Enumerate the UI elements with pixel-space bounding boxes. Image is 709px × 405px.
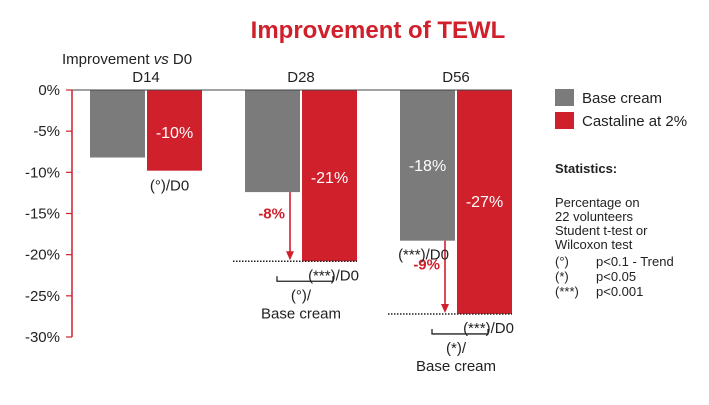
legend-label-castaline: Castaline at 2% [582, 113, 687, 130]
y-tick-label: 0% [38, 82, 60, 99]
statistics-key-symbol: (***) [555, 284, 579, 299]
legend: Base cream Castaline at 2% [555, 89, 687, 130]
y-ticks: 0% -5% -10% -15% -20% -25% -30% [25, 82, 72, 346]
y-tick-label: -25% [25, 288, 60, 305]
vs-base-label: Base cream [416, 358, 496, 375]
bar-base-cream [245, 90, 300, 193]
legend-swatch-castaline [555, 112, 574, 129]
statistics-key-text: p<0.001 [596, 284, 643, 299]
data-label-base-cream: -18% [409, 158, 446, 175]
vs-base-label: (*)/ [446, 340, 467, 357]
data-label-castaline: -21% [311, 170, 348, 187]
vs-d0-label: (***)/D0 [463, 320, 514, 337]
statistics-key-text: p<0.1 - Trend [596, 254, 674, 269]
y-axis-label: Improvement vs D0 [62, 51, 192, 68]
legend-label-base-cream: Base cream [582, 90, 662, 107]
difference-arrowhead [441, 303, 449, 313]
statistics-line: 22 volunteers [555, 209, 634, 224]
statistics-key-text: p<0.05 [596, 269, 636, 284]
category-label: D56 [442, 69, 470, 86]
y-tick-label: -5% [33, 123, 60, 140]
statistics-line: Percentage on [555, 195, 640, 210]
statistics-title: Statistics: [555, 161, 617, 176]
bar-castaline [147, 90, 202, 171]
vs-base-label: Base cream [261, 305, 341, 322]
category-label: D28 [287, 69, 315, 86]
y-tick-label: -15% [25, 206, 60, 223]
statistics-key-symbol: (*) [555, 269, 569, 284]
data-label-castaline: -10% [156, 125, 193, 142]
bar-base-cream [400, 90, 455, 241]
vs-d0-label-base: (***)/D0 [398, 247, 449, 264]
difference-label: -8% [258, 206, 285, 223]
comparison-bracket [276, 276, 334, 282]
data-label-castaline: -27% [466, 194, 503, 211]
bar-castaline [457, 90, 512, 314]
difference-label: -9% [413, 256, 440, 273]
legend-swatch-base-cream [555, 89, 574, 106]
y-tick-label: -30% [25, 329, 60, 346]
chart-title: Improvement of TEWL [251, 17, 506, 44]
difference-arrowhead [286, 251, 294, 261]
statistics-line: Student t-test or [555, 223, 648, 238]
comparison-bracket [431, 328, 489, 335]
bar-castaline [302, 90, 357, 262]
vs-base-label: (°)/ [291, 287, 312, 304]
statistics-block: Statistics: Percentage on 22 volunteers … [555, 161, 674, 299]
bar-base-cream [90, 90, 145, 158]
statistics-line: Wilcoxon test [555, 237, 633, 252]
category-label: D14 [132, 69, 160, 86]
y-tick-label: -20% [25, 247, 60, 264]
y-tick-label: -10% [25, 164, 60, 181]
vs-d0-label: (°)/D0 [150, 178, 189, 195]
statistics-key-symbol: (°) [555, 254, 569, 269]
vs-d0-label: (***)/D0 [308, 267, 359, 284]
